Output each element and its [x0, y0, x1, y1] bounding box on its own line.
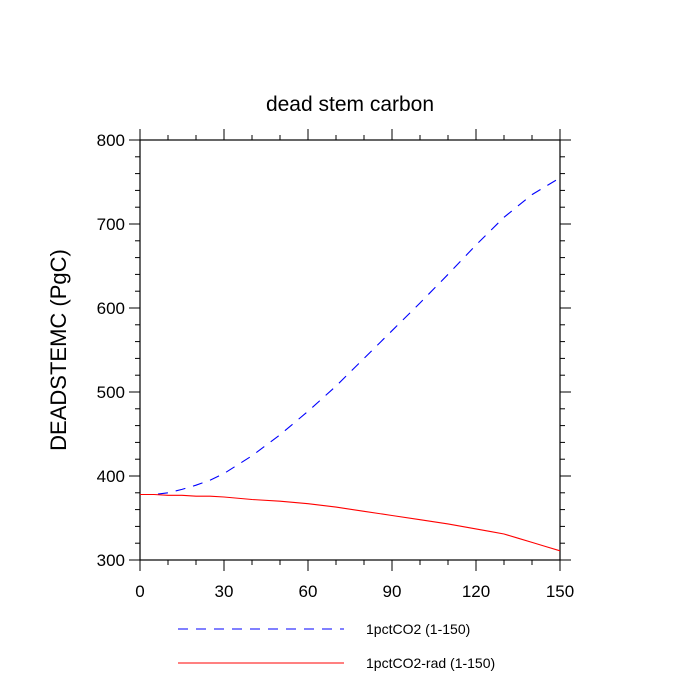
x-tick-label: 90: [383, 582, 402, 601]
series-line-1: [140, 177, 561, 496]
legend-label-1: 1pctCO2 (1-150): [366, 621, 470, 637]
y-tick-label: 400: [97, 467, 125, 486]
x-tick-label: 30: [215, 582, 234, 601]
legend-label-2: 1pctCO2-rad (1-150): [366, 655, 495, 671]
y-tick-label: 600: [97, 299, 125, 318]
x-tick-label: 0: [135, 582, 144, 601]
plot-area: 0 30 60 90 120 150 300 400 500 600 700 800: [97, 129, 574, 601]
x-tick-label: 150: [546, 582, 574, 601]
y-axis-label: DEADSTEMC (PgC): [46, 249, 71, 451]
y-tick-label: 700: [97, 215, 125, 234]
y-tick-label: 300: [97, 551, 125, 570]
x-tick-label: 120: [462, 582, 490, 601]
plot-frame: [139, 139, 561, 561]
series-line-2: [140, 493, 561, 552]
legend: 1pctCO2 (1-150) 1pctCO2-rad (1-150): [178, 621, 495, 671]
chart-title: dead stem carbon: [266, 93, 434, 116]
y-tick-label: 500: [97, 383, 125, 402]
y-tick-label: 800: [97, 131, 125, 150]
x-tick-label: 60: [299, 582, 318, 601]
